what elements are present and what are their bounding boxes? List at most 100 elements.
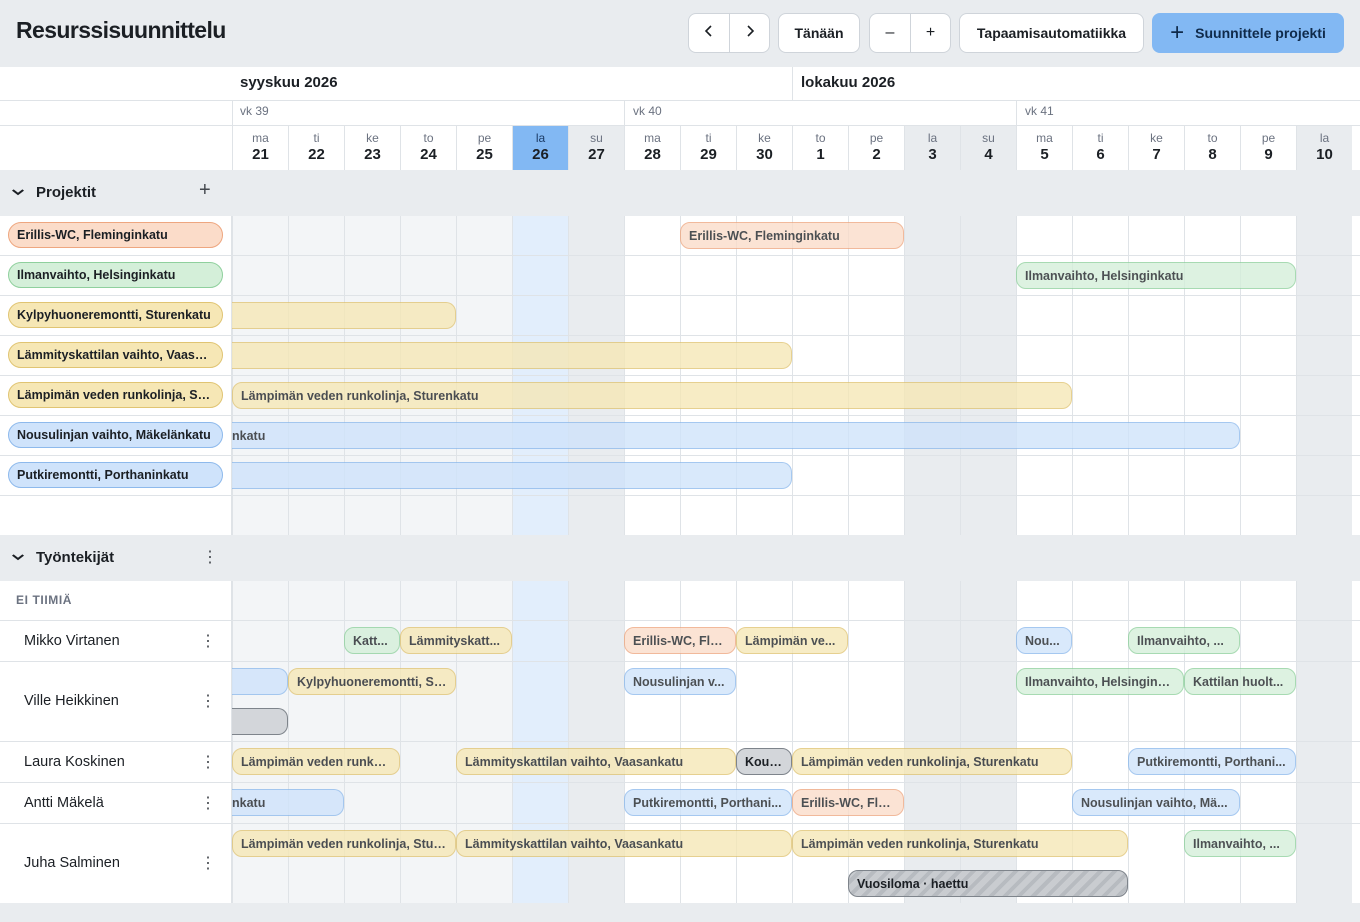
- page-title: Resurssisuunnittelu: [16, 17, 226, 43]
- assignment-bar[interactable]: Ilmanvaihto, ...: [1128, 627, 1240, 654]
- day-of-week-label: ke: [758, 131, 771, 145]
- project-pill[interactable]: Kylpyhuoneremontti, Sturenkatu: [8, 302, 223, 328]
- add-project-icon[interactable]: +: [199, 179, 211, 201]
- employee-name[interactable]: Juha Salminen: [24, 855, 120, 871]
- project-bar[interactable]: Erillis-WC, Fleminginkatu: [680, 222, 904, 249]
- assignment-bar[interactable]: Nousulinjan v...: [624, 668, 736, 695]
- day-header[interactable]: ma 28: [624, 126, 680, 171]
- day-header[interactable]: to 8: [1184, 126, 1240, 171]
- day-column[interactable]: [1016, 581, 1072, 903]
- day-header[interactable]: pe 2: [848, 126, 904, 171]
- assignment-bar[interactable]: Lämmityskattilan vaihto, Vaasankatu: [456, 830, 792, 857]
- project-pill[interactable]: Ilmanvaihto, Helsinginkatu: [8, 262, 223, 288]
- assignment-bar[interactable]: Lämpimän veden runkolinja, Sturenkatu: [792, 830, 1128, 857]
- project-pill[interactable]: Putkiremontti, Porthaninkatu: [8, 462, 223, 488]
- day-column[interactable]: [848, 581, 904, 903]
- next-period-button[interactable]: [729, 14, 769, 52]
- assignment-bar[interactable]: Ilmanvaihto, Helsingink...: [1016, 668, 1184, 695]
- assignment-bar[interactable]: Lämmityskatt...: [400, 627, 512, 654]
- assignment-bar[interactable]: Kylpyhuoneremontti, St...: [288, 668, 456, 695]
- day-header[interactable]: ke 7: [1128, 126, 1184, 171]
- project-pill[interactable]: Lämmityskattilan vaihto, Vaasankatu: [8, 342, 223, 368]
- assignment-bar[interactable]: Putkiremontti, Porthani...: [624, 789, 792, 816]
- assignment-bar[interactable]: Lämpimän veden runkolinja, Sturenkatu: [792, 748, 1072, 775]
- day-header[interactable]: ma 21: [232, 126, 288, 171]
- day-header[interactable]: to 24: [400, 126, 456, 171]
- plus-icon: +: [1170, 19, 1185, 46]
- day-header[interactable]: la 10: [1296, 126, 1352, 171]
- day-column[interactable]: [1296, 581, 1352, 903]
- appointment-automation-button[interactable]: Tapaamisautomatiikka: [959, 13, 1144, 53]
- day-header[interactable]: to 1: [792, 126, 848, 171]
- employee-name[interactable]: Antti Mäkelä: [24, 795, 104, 811]
- day-header[interactable]: ti 29: [680, 126, 736, 171]
- day-of-week-label: su: [982, 131, 995, 145]
- more-options-icon[interactable]: ⋮: [202, 549, 218, 566]
- project-bar[interactable]: [232, 342, 792, 369]
- vacation-bar[interactable]: Vuosiloma · haettu: [848, 870, 1128, 897]
- previous-period-button[interactable]: [689, 14, 729, 52]
- assignment-bar[interactable]: [232, 668, 288, 695]
- today-button[interactable]: Tänään: [778, 13, 860, 53]
- day-column[interactable]: [1184, 581, 1240, 903]
- assignment-bar[interactable]: Kattilan huolt...: [1184, 668, 1296, 695]
- more-options-icon[interactable]: ⋮: [200, 855, 216, 872]
- more-options-icon[interactable]: ⋮: [200, 754, 216, 771]
- assignment-bar[interactable]: Erillis-WC, Fle...: [624, 627, 736, 654]
- assignment-bar[interactable]: Nousulinjan vaihto, Mä...: [1072, 789, 1240, 816]
- projects-section-header[interactable]: Projektit +: [0, 170, 1360, 216]
- employee-name[interactable]: Mikko Virtanen: [24, 633, 120, 649]
- day-number-label: 29: [700, 146, 717, 163]
- day-column[interactable]: [624, 581, 680, 903]
- assignment-bar[interactable]: nkatu: [232, 789, 344, 816]
- more-options-icon[interactable]: ⋮: [200, 693, 216, 710]
- day-column[interactable]: [792, 581, 848, 903]
- day-header[interactable]: ti 6: [1072, 126, 1128, 171]
- chevron-down-icon[interactable]: [11, 549, 25, 564]
- day-header[interactable]: su 4: [960, 126, 1016, 171]
- assignment-bar[interactable]: Putkiremontti, Porthani...: [1128, 748, 1296, 775]
- project-bar[interactable]: [232, 462, 792, 489]
- project-bar[interactable]: Ilmanvaihto, Helsinginkatu: [1016, 262, 1296, 289]
- day-column[interactable]: [1128, 581, 1184, 903]
- day-header[interactable]: su 27: [568, 126, 624, 171]
- assignment-bar[interactable]: Lämpimän veden runkolinja, Stur...: [232, 830, 456, 857]
- employees-section-header[interactable]: Työntekijät ⋮: [0, 535, 1360, 581]
- day-column[interactable]: [1072, 581, 1128, 903]
- more-options-icon[interactable]: ⋮: [200, 633, 216, 650]
- project-pill[interactable]: Erillis-WC, Fleminginkatu: [8, 222, 223, 248]
- assignment-bar[interactable]: Erillis-WC, Fle...: [792, 789, 904, 816]
- employee-name[interactable]: Ville Heikkinen: [24, 693, 119, 709]
- assignment-bar[interactable]: Ilmanvaihto, ...: [1184, 830, 1296, 857]
- zoom-in-button[interactable]: +: [910, 14, 950, 52]
- zoom-out-button[interactable]: –: [885, 24, 895, 41]
- chevron-down-icon[interactable]: [11, 184, 25, 199]
- day-column[interactable]: [1240, 581, 1296, 903]
- project-row: Lämmityskattilan vaihto, Vaasankatu: [0, 336, 231, 376]
- project-bar[interactable]: Lämpimän veden runkolinja, Sturenkatu: [232, 382, 1072, 409]
- day-header-today[interactable]: la 26: [512, 126, 568, 171]
- day-header[interactable]: ti 22: [288, 126, 344, 171]
- project-pill[interactable]: Lämpimän veden runkolinja, Sturenkatu: [8, 382, 223, 408]
- day-column[interactable]: [736, 581, 792, 903]
- project-bar[interactable]: nkatu: [232, 422, 1240, 449]
- training-bar[interactable]: Koul...: [736, 748, 792, 775]
- employee-name[interactable]: Laura Koskinen: [24, 754, 125, 770]
- assignment-bar[interactable]: Katt...: [344, 627, 400, 654]
- day-header[interactable]: ma 5: [1016, 126, 1072, 171]
- day-header[interactable]: ke 23: [344, 126, 400, 171]
- project-bar[interactable]: [232, 302, 456, 329]
- more-options-icon[interactable]: ⋮: [200, 795, 216, 812]
- day-header[interactable]: ke 30: [736, 126, 792, 171]
- assignment-bar[interactable]: Lämmityskattilan vaihto, Vaasankatu: [456, 748, 736, 775]
- day-header[interactable]: pe 25: [456, 126, 512, 171]
- project-pill[interactable]: Nousulinjan vaihto, Mäkelänkatu: [8, 422, 223, 448]
- assignment-bar[interactable]: Lämpimän veden runko...: [232, 748, 400, 775]
- assignment-bar[interactable]: Lämpimän ve...: [736, 627, 848, 654]
- plan-project-button[interactable]: + Suunnittele projekti: [1152, 13, 1344, 53]
- day-header[interactable]: pe 9: [1240, 126, 1296, 171]
- assignment-bar[interactable]: Nou...: [1016, 627, 1072, 654]
- day-header[interactable]: la 3: [904, 126, 960, 171]
- day-column[interactable]: [680, 581, 736, 903]
- absence-bar[interactable]: [232, 708, 288, 735]
